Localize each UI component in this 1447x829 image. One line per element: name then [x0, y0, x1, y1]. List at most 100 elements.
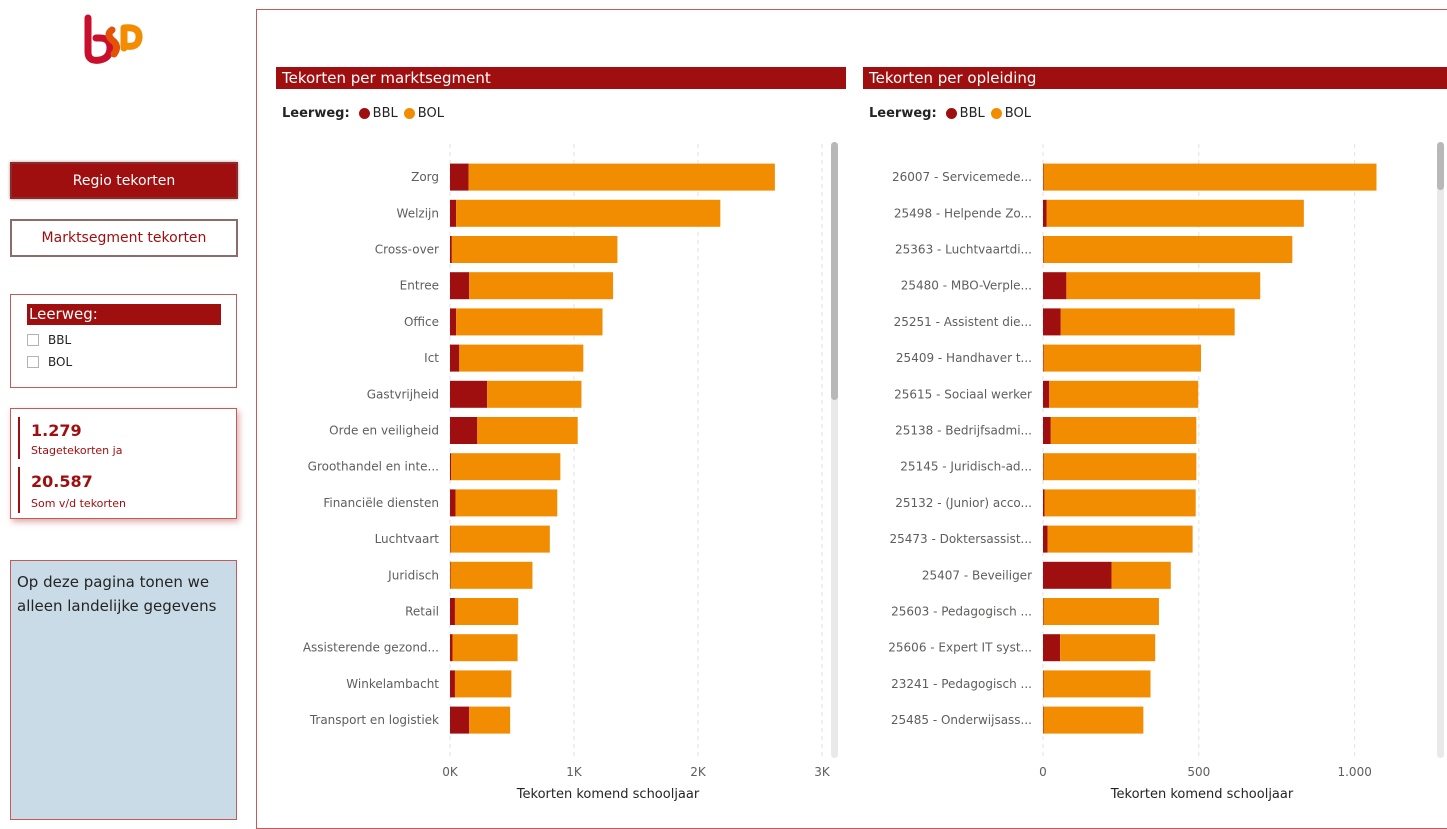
bar-bol — [450, 525, 550, 553]
category-label: 25145 - Juridisch-ad... — [900, 460, 1032, 474]
chart-scroll-thumb-opleiding[interactable] — [1437, 142, 1444, 190]
bar-bbl — [1043, 344, 1044, 372]
bar-bol — [451, 453, 561, 481]
chart-scrollbar-marktsegment[interactable] — [831, 142, 838, 758]
bar-bbl — [450, 163, 469, 191]
bar-bbl — [1043, 598, 1044, 625]
legend-item-bbl[interactable]: BBL — [945, 106, 985, 121]
bar-bol — [1060, 308, 1235, 336]
legend-opleiding: Leerweg: BBL BOL — [869, 106, 1037, 121]
category-label: 25498 - Helpende Zo... — [894, 206, 1032, 220]
bar-bol — [1111, 561, 1171, 589]
category-label: Gastvrijheid — [367, 387, 439, 401]
category-label: 25615 - Sociaal werker — [894, 387, 1032, 401]
category-label: Assisterende gezond... — [303, 641, 439, 655]
chart-scroll-thumb-marktsegment[interactable] — [831, 142, 838, 400]
slicer-option-bbl[interactable]: BBL — [27, 332, 71, 348]
kpi-accent-bar — [18, 417, 20, 459]
bar-bbl — [1043, 706, 1044, 734]
kpi-label-stagetekorten: Stagetekorten ja — [31, 444, 123, 457]
category-label: Welzijn — [397, 206, 439, 220]
bar-bol — [455, 489, 558, 517]
category-label: 25606 - Expert IT syst... — [888, 641, 1032, 655]
checkbox-icon[interactable] — [27, 356, 39, 368]
category-label: Cross-over — [375, 243, 439, 257]
bar-bbl — [450, 706, 470, 734]
legend-item-bol[interactable]: BOL — [990, 106, 1031, 121]
x-tick-label: 500 — [1187, 765, 1210, 779]
legend-item-bbl[interactable]: BBL — [358, 106, 398, 121]
category-label: Office — [404, 315, 439, 329]
category-label: Orde en veiligheid — [329, 424, 439, 438]
bar-bol — [454, 598, 519, 625]
leerweg-slicer: Leerweg: BBL BOL — [10, 294, 237, 388]
bar-bbl — [450, 236, 452, 263]
bar-bbl — [450, 561, 451, 589]
category-label: 25480 - MBO-Verple... — [901, 279, 1032, 293]
category-label: 25473 - Doktersassist... — [889, 532, 1032, 546]
category-label: Ict — [424, 351, 439, 365]
category-label: 25409 - Handhaver t... — [896, 351, 1032, 365]
bar-bbl — [450, 598, 455, 625]
bar-bbl — [1043, 236, 1044, 263]
category-label: 25138 - Bedrijfsadmi... — [895, 424, 1032, 438]
x-tick-label: 0K — [442, 765, 459, 779]
bar-bol — [454, 670, 512, 698]
bar-bol — [1049, 380, 1199, 408]
bar-bbl — [1043, 199, 1047, 227]
category-label: 23241 - Pedagogisch ... — [891, 677, 1032, 691]
slicer-option-bol[interactable]: BOL — [27, 354, 72, 370]
x-tick-label: 1K — [566, 765, 583, 779]
category-label: 25485 - Onderwijsass... — [891, 713, 1032, 727]
bar-bbl — [450, 525, 451, 553]
bar-bol — [451, 236, 618, 263]
category-label: Retail — [405, 605, 439, 619]
category-label: 25407 - Beveiliger — [922, 568, 1032, 582]
info-textbox: Op deze pagina tonen we alleen landelijk… — [10, 560, 237, 820]
category-label: 25132 - (Junior) acco... — [895, 496, 1032, 510]
chart-scrollbar-opleiding[interactable] — [1437, 142, 1444, 758]
bar-bol — [1043, 236, 1293, 263]
bar-bol — [456, 199, 721, 227]
bbl-dot-icon — [358, 108, 370, 119]
bar-bbl — [450, 380, 488, 408]
bbl-dot-icon — [945, 108, 957, 119]
bar-bol — [468, 163, 775, 191]
bar-bol — [487, 380, 582, 408]
category-label: Financiële diensten — [323, 496, 439, 510]
bar-bol — [1043, 453, 1197, 481]
x-axis-title: Tekorten komend schooljaar — [1110, 787, 1294, 802]
chart-title-marktsegment: Tekorten per marktsegment — [276, 67, 846, 89]
bar-bbl — [450, 453, 452, 481]
bar-bol — [477, 417, 578, 444]
legend-item-bol[interactable]: BOL — [403, 106, 444, 121]
bar-bbl — [1043, 417, 1051, 444]
regio-tekorten-button[interactable]: Regio tekorten — [10, 162, 238, 199]
kpi-value-stagetekorten: 1.279 — [31, 421, 82, 440]
marktsegment-tekorten-button[interactable]: Marktsegment tekorten — [10, 219, 238, 257]
slicer-title: Leerweg: — [27, 304, 221, 325]
slicer-option-label: BBL — [48, 333, 72, 347]
x-tick-label: 3K — [814, 765, 831, 779]
bar-bol — [1046, 199, 1304, 227]
bar-bbl — [450, 634, 453, 662]
category-label: 25251 - Assistent die... — [894, 315, 1032, 329]
bar-bbl — [450, 670, 455, 698]
bar-bol — [1043, 706, 1144, 734]
bar-bol — [1043, 598, 1159, 625]
bar-bbl — [1043, 670, 1044, 698]
bar-bbl — [1043, 380, 1050, 408]
bar-bol — [1066, 272, 1261, 300]
kpi-accent-bar — [18, 467, 20, 513]
bar-bbl — [1043, 308, 1061, 336]
bar-bbl — [450, 417, 478, 444]
chart-title-opleiding: Tekorten per opleiding — [863, 67, 1447, 89]
bar-bbl — [450, 344, 460, 372]
checkbox-icon[interactable] — [27, 334, 39, 346]
bol-dot-icon — [403, 108, 415, 119]
bar-bbl — [450, 489, 456, 517]
category-label: Entree — [400, 279, 439, 293]
bar-bbl — [450, 199, 457, 227]
category-label: Juridisch — [387, 568, 439, 582]
